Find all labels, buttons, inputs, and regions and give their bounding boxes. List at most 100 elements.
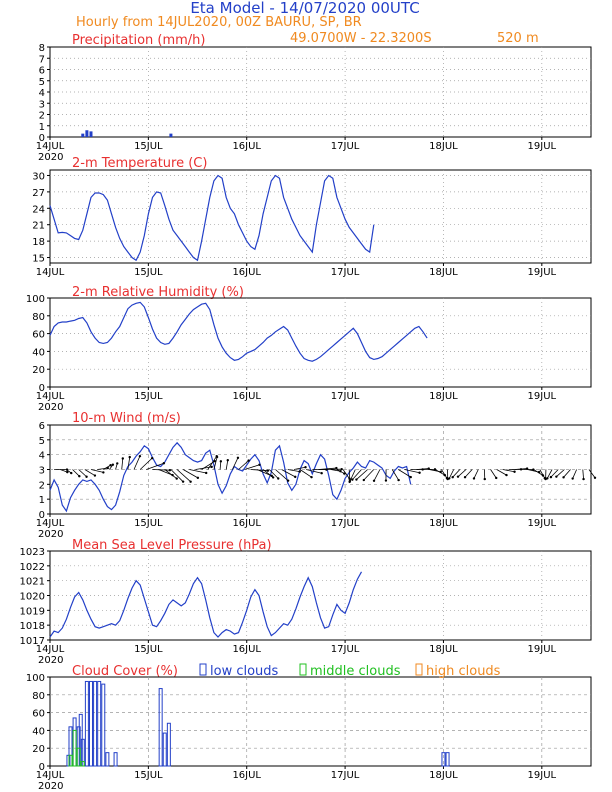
cloud-bar-middle-clouds bbox=[76, 747, 81, 767]
cloud-bar-low-clouds bbox=[84, 680, 89, 767]
cloud-xtick-label: 14JUL bbox=[36, 770, 65, 781]
mslp-xtick-label: 19JUL bbox=[528, 644, 557, 655]
wind-vector-head bbox=[116, 462, 119, 465]
wind-vector-head bbox=[549, 475, 553, 479]
wind-ytick-label: 1 bbox=[39, 495, 45, 506]
wind-vector-head bbox=[304, 466, 307, 469]
wind-vector-head bbox=[111, 463, 115, 466]
cloud-ytick-label: 60 bbox=[32, 709, 45, 720]
wind-vector-head bbox=[196, 476, 200, 480]
wind-vector bbox=[164, 469, 177, 479]
mslp-ytick-label: 1021 bbox=[20, 577, 45, 588]
wind-vector-head bbox=[384, 479, 388, 482]
rh-xtick-label: 15JUL bbox=[134, 391, 163, 402]
precip-xtick-label: 15JUL bbox=[134, 141, 163, 152]
wind-vector bbox=[262, 469, 274, 478]
wind-vector bbox=[183, 469, 199, 479]
wind-vector bbox=[342, 469, 350, 479]
temp-xtick-label: 17JUL bbox=[331, 267, 360, 278]
mslp-xtick-label: 14JUL bbox=[36, 644, 65, 655]
cloud-bar-low-clouds bbox=[162, 732, 167, 767]
precip-bar bbox=[169, 133, 173, 137]
wind-vector bbox=[225, 460, 229, 470]
rh-ytick-label: 60 bbox=[32, 330, 45, 341]
wind-vector bbox=[268, 469, 279, 479]
precip-ytick-label: 5 bbox=[39, 77, 45, 88]
wind-vector-head bbox=[571, 477, 574, 480]
wind-ytick-label: 5 bbox=[39, 436, 45, 447]
wind-vector-head bbox=[175, 477, 178, 480]
temp-xtick-label: 14JUL bbox=[36, 267, 65, 278]
cloud-bar-middle-clouds bbox=[68, 754, 73, 767]
wind-vector bbox=[457, 469, 467, 477]
wind-vector bbox=[373, 469, 381, 481]
mslp-xtick-label: 15JUL bbox=[134, 644, 163, 655]
legend-swatch bbox=[299, 663, 307, 676]
mslp-ytick-label: 1018 bbox=[20, 621, 45, 632]
wind-vector bbox=[318, 467, 337, 470]
wind-xtick-label: 18JUL bbox=[429, 518, 458, 529]
wind-vector-head bbox=[109, 464, 112, 467]
temp-ytick-label: 27 bbox=[32, 188, 45, 199]
mslp-title: Mean Sea Level Pressure (hPa) bbox=[72, 538, 272, 553]
rh-title: 2-m Relative Humidity (%) bbox=[72, 285, 244, 300]
wind-series-line bbox=[49, 441, 412, 513]
cloud-xtick-label: 16JUL bbox=[232, 770, 261, 781]
precip-xtick-label: 14JUL bbox=[36, 141, 65, 152]
wind-vector bbox=[349, 469, 356, 483]
wind-vector-head bbox=[266, 469, 270, 472]
wind-vector bbox=[299, 469, 312, 478]
wind-vector bbox=[352, 469, 362, 480]
wind-ytick-label: 4 bbox=[39, 451, 45, 462]
rh-ytick-label: 100 bbox=[26, 294, 45, 305]
wind-vector-head bbox=[456, 475, 460, 478]
rh-panel: 2-m Relative Humidity (%) 0 20 40 60 80 100 14J… bbox=[26, 285, 592, 413]
wind-vector bbox=[281, 469, 296, 478]
wind-vector-head bbox=[150, 456, 154, 460]
wind-vector bbox=[275, 469, 289, 481]
wind-vector-head bbox=[205, 471, 208, 475]
wind-ytick-label: 2 bbox=[39, 480, 45, 491]
legend-swatch bbox=[415, 663, 423, 676]
wind-vector bbox=[207, 455, 218, 470]
wind-vector bbox=[103, 464, 111, 470]
wind-vector-head bbox=[448, 477, 451, 480]
wind-vector bbox=[238, 460, 249, 470]
wind-vector bbox=[127, 457, 131, 470]
wind-vector-head bbox=[562, 476, 565, 479]
wind-vector-head bbox=[93, 474, 97, 477]
cloud-bar-low-clouds bbox=[78, 713, 83, 767]
wind-vector bbox=[78, 469, 87, 478]
wind-vector-head bbox=[513, 470, 516, 473]
wind-vector-head bbox=[70, 471, 73, 475]
cloud-ytick-label: 40 bbox=[32, 726, 45, 737]
rh-frame bbox=[49, 297, 592, 388]
cloud-bar-low-clouds bbox=[113, 752, 118, 767]
wind-vector bbox=[539, 469, 546, 479]
wind-xtick-label: 14JUL bbox=[36, 518, 65, 529]
wind-vector bbox=[176, 469, 191, 483]
cloud-year-label: 2020 bbox=[38, 781, 63, 792]
temp-ytick-label: 30 bbox=[32, 171, 45, 182]
wind-vector-head bbox=[397, 478, 400, 482]
rh-ytick-label: 20 bbox=[32, 365, 45, 376]
wind-vector-head bbox=[409, 475, 412, 479]
legend-label: middle clouds bbox=[310, 664, 401, 679]
wind-vector bbox=[473, 469, 479, 479]
rh-year-label: 2020 bbox=[38, 402, 63, 413]
wind-vector bbox=[363, 469, 375, 481]
mslp-ytick-label: 1017 bbox=[20, 636, 45, 647]
wind-vector bbox=[146, 462, 164, 470]
precip-ytick-label: 2 bbox=[39, 111, 45, 122]
wind-vector bbox=[152, 469, 170, 471]
cloud-bar-low-clouds bbox=[166, 722, 171, 767]
mslp-ytick-label: 1020 bbox=[20, 592, 45, 603]
precip-ytick-label: 0 bbox=[39, 133, 45, 144]
wind-vector bbox=[189, 469, 207, 474]
wind-vector bbox=[502, 469, 515, 473]
wind-vector-head bbox=[138, 454, 142, 458]
wind-vector bbox=[293, 466, 306, 470]
wind-vector-head bbox=[351, 478, 354, 481]
wind-vector bbox=[133, 455, 141, 470]
